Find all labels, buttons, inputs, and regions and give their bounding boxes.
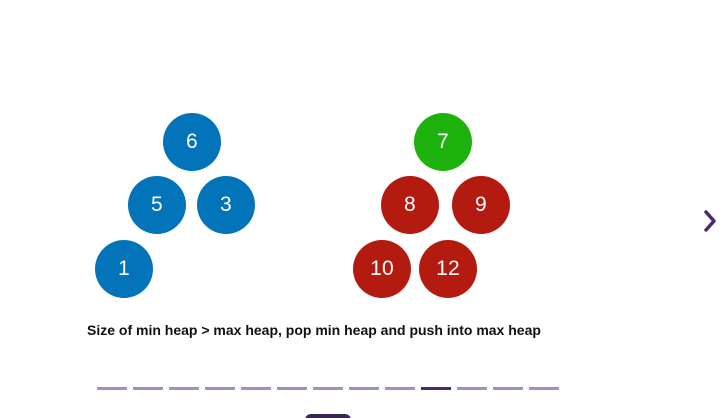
step-dot-12[interactable] — [493, 387, 523, 390]
max-heap-node-left-right: 12 — [419, 240, 477, 298]
step-dot-10[interactable] — [421, 387, 451, 390]
step-dot-13[interactable] — [529, 387, 559, 390]
node-value: 3 — [220, 193, 232, 216]
step-dot-5[interactable] — [241, 387, 271, 390]
node-value: 8 — [404, 193, 416, 216]
step-indicator — [97, 387, 559, 390]
step-dot-1[interactable] — [97, 387, 127, 390]
step-dot-3[interactable] — [169, 387, 199, 390]
max-heap-node-root: 7 — [414, 113, 472, 171]
step-dot-2[interactable] — [133, 387, 163, 390]
step-dot-8[interactable] — [349, 387, 379, 390]
node-value: 1 — [118, 257, 130, 280]
step-dot-6[interactable] — [277, 387, 307, 390]
node-value: 9 — [475, 193, 487, 216]
step-dot-4[interactable] — [205, 387, 235, 390]
min-heap-node-right: 3 — [197, 176, 255, 234]
chevron-right-icon — [704, 210, 716, 232]
node-value: 12 — [436, 257, 460, 280]
max-heap-node-right: 9 — [452, 176, 510, 234]
node-value: 10 — [370, 257, 394, 280]
step-caption: Size of min heap > max heap, pop min hea… — [87, 322, 541, 338]
min-heap-node-root: 6 — [163, 113, 221, 171]
bottom-tab[interactable] — [305, 414, 351, 418]
min-heap-node-left-left: 1 — [95, 240, 153, 298]
max-heap-node-left: 8 — [381, 176, 439, 234]
node-value: 7 — [437, 130, 449, 153]
max-heap-node-left-left: 10 — [353, 240, 411, 298]
step-dot-9[interactable] — [385, 387, 415, 390]
node-value: 6 — [186, 130, 198, 153]
step-dot-11[interactable] — [457, 387, 487, 390]
node-value: 5 — [151, 193, 163, 216]
next-button[interactable] — [697, 204, 723, 238]
step-dot-7[interactable] — [313, 387, 343, 390]
min-heap-node-left: 5 — [128, 176, 186, 234]
